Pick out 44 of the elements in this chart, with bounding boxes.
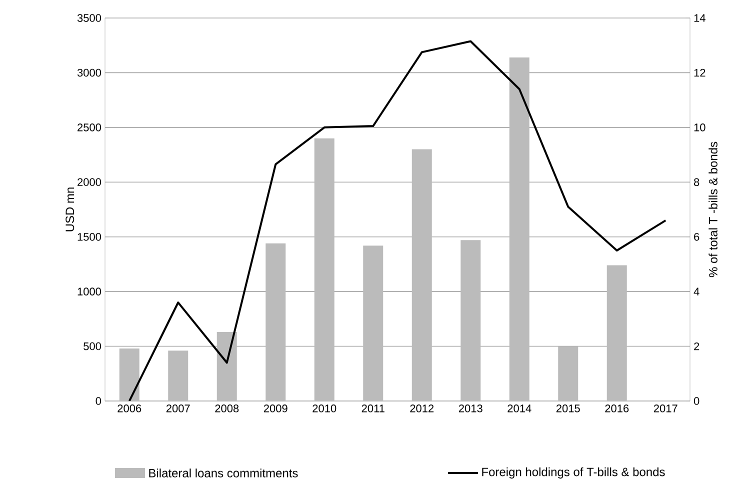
- x-tick-label: 2009: [264, 404, 288, 412]
- bar: [168, 350, 188, 401]
- bar: [119, 348, 140, 401]
- y-axis-title: USD mn: [66, 188, 74, 232]
- y2-tick-label: 8: [694, 178, 700, 186]
- bar: [216, 332, 237, 401]
- bar: [558, 346, 578, 401]
- x-tick-label: 2011: [362, 404, 384, 412]
- line-series: [128, 40, 667, 401]
- y2-tick-label: 12: [694, 68, 706, 77]
- bar: [460, 240, 481, 401]
- y-tick-label: 1500: [78, 232, 102, 241]
- y2-tick-label: 4: [694, 288, 700, 296]
- y2-tick-label: 0: [694, 397, 700, 405]
- bar: [363, 246, 384, 401]
- y-tick-label: 3000: [77, 68, 102, 77]
- bar: [412, 149, 432, 401]
- y-tick-label: 2000: [78, 178, 102, 186]
- y2-tick-label: 14: [694, 14, 706, 22]
- y-tick-label: 500: [84, 342, 102, 350]
- x-tick-label: 2015: [556, 404, 580, 412]
- bar: [606, 265, 627, 401]
- y-tick-label: 1000: [78, 288, 102, 296]
- x-tick-label: 2012: [410, 404, 434, 412]
- y-tick-label: 0: [96, 397, 102, 405]
- x-tick-label: 2014: [508, 404, 532, 412]
- bar: [509, 57, 530, 401]
- y-tick-label: 2500: [78, 124, 102, 132]
- legend-label: Foreign holdings of T-bills & bonds: [482, 467, 665, 479]
- x-tick-label: 2007: [166, 404, 190, 412]
- bar: [314, 138, 334, 401]
- y2-axis-title: % of total T -bills & bonds: [708, 142, 718, 278]
- x-tick-label: 2013: [458, 404, 482, 412]
- x-tick-label: 2016: [605, 404, 629, 412]
- y2-tick-label: 10: [694, 124, 706, 132]
- y2-tick-label: 6: [694, 232, 700, 241]
- x-tick-label: 2010: [312, 404, 336, 412]
- y-tick-label: 3500: [77, 14, 102, 22]
- bar: [266, 243, 286, 401]
- x-tick-label: 2008: [215, 404, 239, 412]
- legend-label: Bilateral loans commitments: [149, 468, 298, 478]
- x-tick-label: 2017: [654, 404, 678, 412]
- y2-tick-label: 2: [694, 342, 700, 350]
- x-tick-label: 2006: [118, 404, 142, 412]
